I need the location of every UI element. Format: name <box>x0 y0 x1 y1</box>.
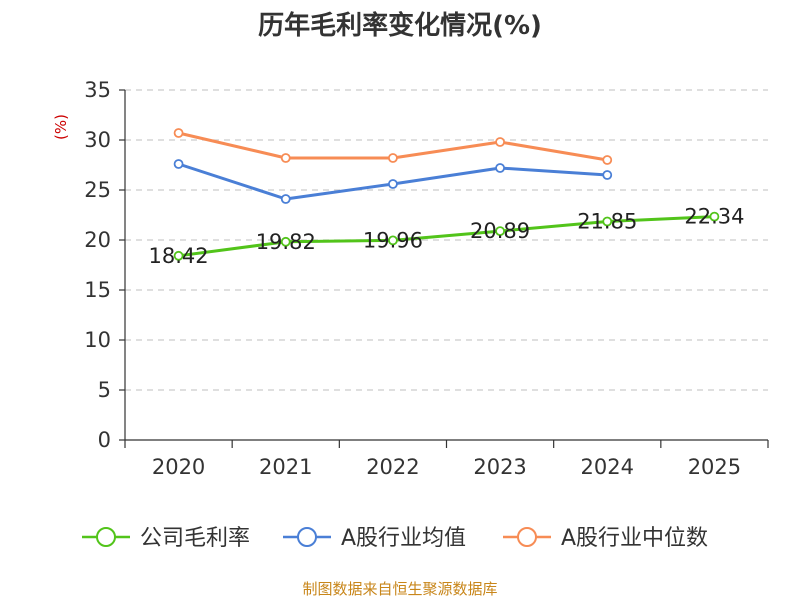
legend-label: A股行业中位数 <box>561 526 708 551</box>
data-label: 19.82 <box>256 230 316 254</box>
data-point-1[interactable] <box>280 194 291 204</box>
legend-marker <box>297 527 317 547</box>
legend-label: A股行业均值 <box>341 526 466 551</box>
data-point-0[interactable] <box>709 211 720 222</box>
x-tick-label: 2020 <box>152 455 205 479</box>
legend-label: 公司毛利率 <box>140 526 250 551</box>
y-tick-label: 30 <box>84 128 111 152</box>
y-tick-label: 20 <box>84 228 111 252</box>
series-group <box>173 128 720 261</box>
y-tick-label: 25 <box>84 178 111 202</box>
data-point-2[interactable] <box>173 128 184 138</box>
y-tick-label: 0 <box>98 428 111 452</box>
x-tick-label: 2024 <box>581 455 634 479</box>
y-tick-label: 10 <box>84 328 111 352</box>
legend-marker <box>96 527 116 547</box>
data-label: 22.34 <box>684 205 744 229</box>
data-point-0[interactable] <box>388 235 398 246</box>
data-point-0[interactable] <box>495 226 505 237</box>
data-point-1[interactable] <box>173 159 184 169</box>
data-point-2[interactable] <box>388 153 398 163</box>
data-point-1[interactable] <box>388 179 398 189</box>
series-line-0 <box>178 215 715 258</box>
x-tick-label: 2021 <box>259 455 312 479</box>
data-point-0[interactable] <box>173 250 184 261</box>
x-tick-label: 2025 <box>688 455 741 479</box>
y-tick-label: 15 <box>84 278 111 302</box>
data-point-0[interactable] <box>602 216 613 227</box>
data-point-1[interactable] <box>602 170 613 180</box>
y-axis-unit-label: (%) <box>52 114 70 140</box>
legend-item-0[interactable]: 公司毛利率 <box>82 526 250 551</box>
data-label: 19.96 <box>363 228 423 252</box>
legend[interactable]: 公司毛利率 A股行业均值 A股行业中位数 <box>82 526 708 551</box>
x-tick-label: 2022 <box>366 455 419 479</box>
data-labels: 18.42 19.82 19.96 20.89 21.85 22.34 <box>149 205 745 268</box>
grid-lines <box>125 89 768 391</box>
data-label: 20.89 <box>470 219 530 243</box>
y-tick-label: 5 <box>98 378 111 402</box>
data-label: 21.85 <box>577 210 637 234</box>
x-tick-label: 2023 <box>473 455 526 479</box>
y-tick-label: 35 <box>84 78 111 102</box>
legend-marker <box>517 527 537 547</box>
chart-title: 历年毛利率变化情况(%) <box>258 10 542 41</box>
data-point-2[interactable] <box>495 137 505 147</box>
data-point-2[interactable] <box>280 153 291 163</box>
legend-item-1[interactable]: A股行业均值 <box>283 526 466 551</box>
legend-item-2[interactable]: A股行业中位数 <box>503 526 708 551</box>
data-point-0[interactable] <box>280 236 291 247</box>
source-note: 制图数据来自恒生聚源数据库 <box>302 580 497 598</box>
data-label: 18.42 <box>149 244 209 268</box>
data-point-2[interactable] <box>602 155 613 165</box>
data-point-1[interactable] <box>495 163 505 173</box>
